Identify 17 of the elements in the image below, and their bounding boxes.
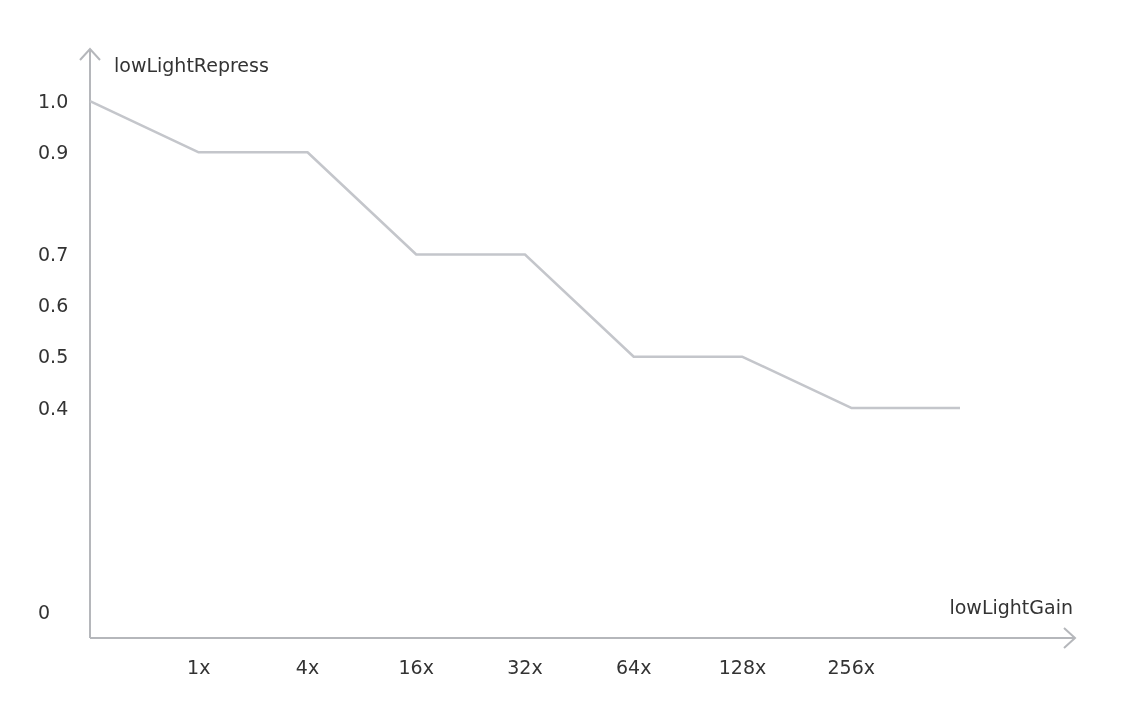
x-tick-label: 128x [718,656,767,678]
y-tick-label: 1.0 [38,89,69,112]
x-tick-label: 256x [827,656,876,678]
x-axis-title: lowLightGain [949,596,1073,618]
y-axis-title: lowLightRepress [114,54,269,76]
y-tick-label: 0.4 [38,396,69,419]
x-tick-label: 1x [187,656,211,678]
y-tick-label: 0.6 [38,294,69,317]
line-series [88,99,962,410]
y-tick-label: 0.7 [38,243,69,266]
y-tick-label: 0.9 [38,140,69,163]
y-tick-label: 0.5 [38,345,69,368]
x-tick-label: 4x [295,656,320,678]
y-tick-label: 0 [38,601,51,624]
x-tick-label: 64x [616,656,652,678]
x-tick-label: 16x [398,656,434,678]
x-tick-label: 32x [507,656,543,678]
